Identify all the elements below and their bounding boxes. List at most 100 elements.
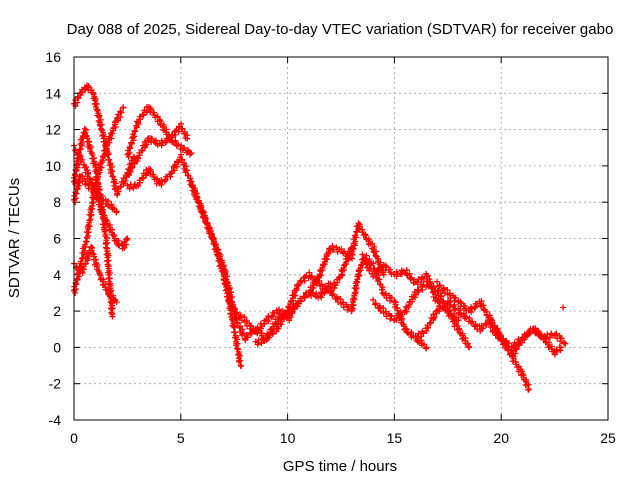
- data-point: [88, 247, 95, 254]
- data-point: [76, 146, 83, 153]
- data-point: [423, 344, 430, 351]
- data-point: [194, 194, 201, 201]
- data-point: [210, 238, 217, 245]
- data-point: [466, 314, 473, 321]
- data-point: [459, 330, 466, 337]
- data-point: [153, 137, 160, 144]
- data-point: [86, 182, 93, 189]
- data-point: [544, 331, 551, 338]
- grid-lines: [74, 57, 608, 420]
- series-satellite-arc-1: [71, 82, 138, 198]
- data-point: [247, 325, 254, 332]
- data-point: [79, 89, 86, 96]
- data-point: [445, 307, 452, 314]
- data-point: [94, 173, 101, 180]
- data-point: [122, 177, 129, 184]
- data-point: [105, 252, 112, 259]
- data-point: [108, 201, 115, 208]
- y-tick-label: 10: [45, 158, 61, 174]
- data-point: [289, 310, 296, 317]
- data-point: [179, 146, 186, 153]
- data-points: [70, 82, 569, 393]
- data-point: [356, 223, 363, 230]
- data-point: [388, 294, 395, 301]
- data-point: [513, 346, 520, 353]
- data-point: [403, 271, 410, 278]
- data-point: [494, 331, 501, 338]
- data-point: [107, 282, 114, 289]
- data-point: [126, 145, 133, 152]
- x-tick-label: 25: [600, 430, 616, 446]
- data-point: [231, 305, 238, 312]
- series-satellite-arc-17: [412, 298, 505, 343]
- data-point: [558, 344, 565, 351]
- data-point: [185, 148, 192, 155]
- data-point: [135, 182, 142, 189]
- data-point: [95, 268, 102, 275]
- data-point: [92, 104, 99, 110]
- data-point: [306, 269, 313, 276]
- data-point: [520, 372, 527, 379]
- data-point: [82, 85, 89, 92]
- data-point: [483, 321, 490, 328]
- data-point: [266, 334, 273, 341]
- data-point: [212, 241, 219, 248]
- data-point: [400, 321, 407, 328]
- data-point: [456, 326, 463, 333]
- data-point: [117, 184, 124, 191]
- data-point: [85, 253, 92, 260]
- data-point: [209, 234, 216, 241]
- data-point: [350, 295, 357, 302]
- data-point: [261, 320, 268, 327]
- data-point: [393, 305, 400, 312]
- series-satellite-arc-5: [71, 243, 120, 306]
- data-point: [288, 314, 295, 321]
- series-satellite-arc-7: [124, 103, 195, 160]
- data-point: [468, 319, 475, 326]
- data-point: [372, 300, 379, 307]
- data-point: [512, 350, 519, 357]
- data-point: [461, 302, 468, 309]
- data-point: [362, 232, 369, 239]
- data-point: [287, 301, 294, 308]
- data-point: [167, 173, 174, 180]
- data-point: [82, 261, 89, 268]
- series-satellite-arc-20: [508, 325, 565, 360]
- data-point: [248, 331, 255, 338]
- data-point: [73, 263, 80, 270]
- data-point: [79, 269, 86, 276]
- data-point: [436, 282, 443, 289]
- data-point: [463, 314, 470, 321]
- data-point: [150, 171, 157, 178]
- data-point: [82, 129, 89, 136]
- data-point: [181, 130, 188, 137]
- data-point: [74, 99, 81, 106]
- data-point: [438, 293, 445, 300]
- data-point: [167, 137, 174, 144]
- data-point: [455, 317, 462, 324]
- y-axis-title: SDTVAR / TECUs: [6, 178, 23, 298]
- data-point: [105, 156, 112, 163]
- data-point: [522, 334, 529, 341]
- data-point: [127, 168, 134, 175]
- data-point: [340, 264, 347, 271]
- data-point: [184, 135, 191, 142]
- data-point: [562, 340, 569, 347]
- data-point: [308, 273, 315, 280]
- data-point: [117, 108, 124, 115]
- data-point: [80, 265, 87, 272]
- data-point: [140, 112, 147, 119]
- data-point: [109, 130, 116, 137]
- data-point: [101, 152, 108, 159]
- data-point: [307, 289, 314, 296]
- data-point: [275, 325, 282, 332]
- data-point: [382, 308, 389, 315]
- data-point: [109, 305, 116, 312]
- data-point: [466, 344, 473, 351]
- data-point: [512, 359, 519, 366]
- data-point: [106, 139, 113, 146]
- data-point: [100, 215, 107, 222]
- data-point: [96, 112, 103, 119]
- y-tick-label: 14: [45, 85, 61, 101]
